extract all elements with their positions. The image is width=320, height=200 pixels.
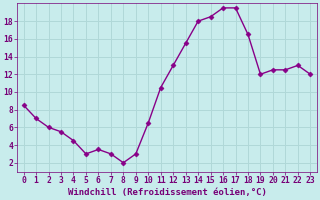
- X-axis label: Windchill (Refroidissement éolien,°C): Windchill (Refroidissement éolien,°C): [68, 188, 266, 197]
